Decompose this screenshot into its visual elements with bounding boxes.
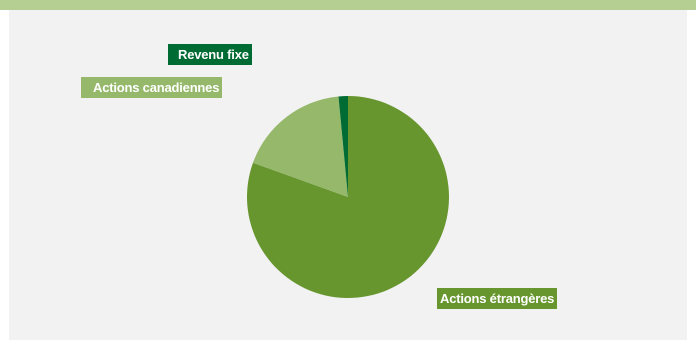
pie-slice-actions-etrangeres: [246, 96, 449, 298]
pie-slice-actions-canadiennes: [252, 96, 348, 197]
slice-label-revenu-fixe: Revenu fixe: [168, 44, 252, 65]
slice-label-actions-etrangeres: Actions étrangères: [437, 288, 558, 309]
top-accent-band: [0, 0, 696, 10]
slice-label-actions-canadiennes: Actions canadiennes: [81, 77, 223, 98]
pie-slices: [246, 96, 449, 298]
pie-slice-revenu-fixe: [338, 96, 348, 197]
